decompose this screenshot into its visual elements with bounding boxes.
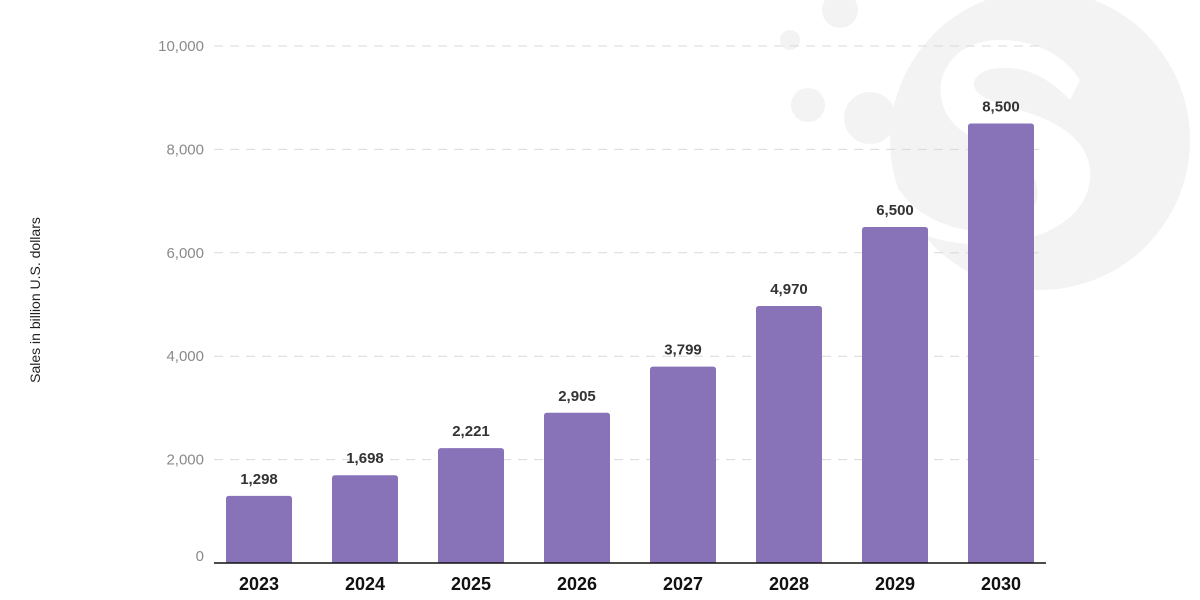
bar-2026 <box>544 412 610 563</box>
y-tick-label: 2,000 <box>166 452 204 469</box>
x-tick-label-2029: 2029 <box>875 574 915 594</box>
y-tick-label: 8,000 <box>166 141 204 158</box>
value-label-2024: 1,698 <box>346 450 384 467</box>
value-label-2030: 8,500 <box>982 99 1020 116</box>
bar-2029 <box>862 226 928 563</box>
y-tick-label: 0 <box>196 548 204 565</box>
x-tick-label-2026: 2026 <box>557 574 597 594</box>
bar-2030 <box>968 123 1034 564</box>
x-tick-label-2023: 2023 <box>239 574 279 594</box>
value-label-2026: 2,905 <box>558 388 596 405</box>
bars <box>226 123 1034 564</box>
value-labels: 1,298 1,698 2,221 2,905 3,799 4,970 6,500 8,500 <box>240 99 1020 488</box>
y-tick-label: 4,000 <box>166 348 204 365</box>
bar-2028 <box>756 306 822 563</box>
y-axis-ticks: 0 2,000 4,000 6,000 8,000 10,000 <box>158 38 204 565</box>
bar-2025 <box>438 448 504 563</box>
x-tick-label-2028: 2028 <box>769 574 809 594</box>
value-label-2023: 1,298 <box>240 471 278 488</box>
bar-2027 <box>650 366 716 563</box>
value-label-2029: 6,500 <box>876 202 914 219</box>
x-tick-label-2024: 2024 <box>345 574 385 594</box>
y-tick-label: 6,000 <box>166 245 204 262</box>
x-axis-ticks: 2023 2024 2025 2026 2027 2028 2029 2030 <box>239 574 1021 594</box>
x-tick-label-2030: 2030 <box>981 574 1021 594</box>
bar-2024 <box>332 475 398 563</box>
value-label-2028: 4,970 <box>770 281 808 298</box>
x-tick-label-2025: 2025 <box>451 574 491 594</box>
y-axis-label: Sales in billion U.S. dollars <box>27 217 43 383</box>
value-label-2027: 3,799 <box>664 342 702 359</box>
x-tick-label-2027: 2027 <box>663 574 703 594</box>
y-tick-label: 10,000 <box>158 38 204 55</box>
value-label-2025: 2,221 <box>452 423 490 440</box>
bar-2023 <box>226 495 292 563</box>
